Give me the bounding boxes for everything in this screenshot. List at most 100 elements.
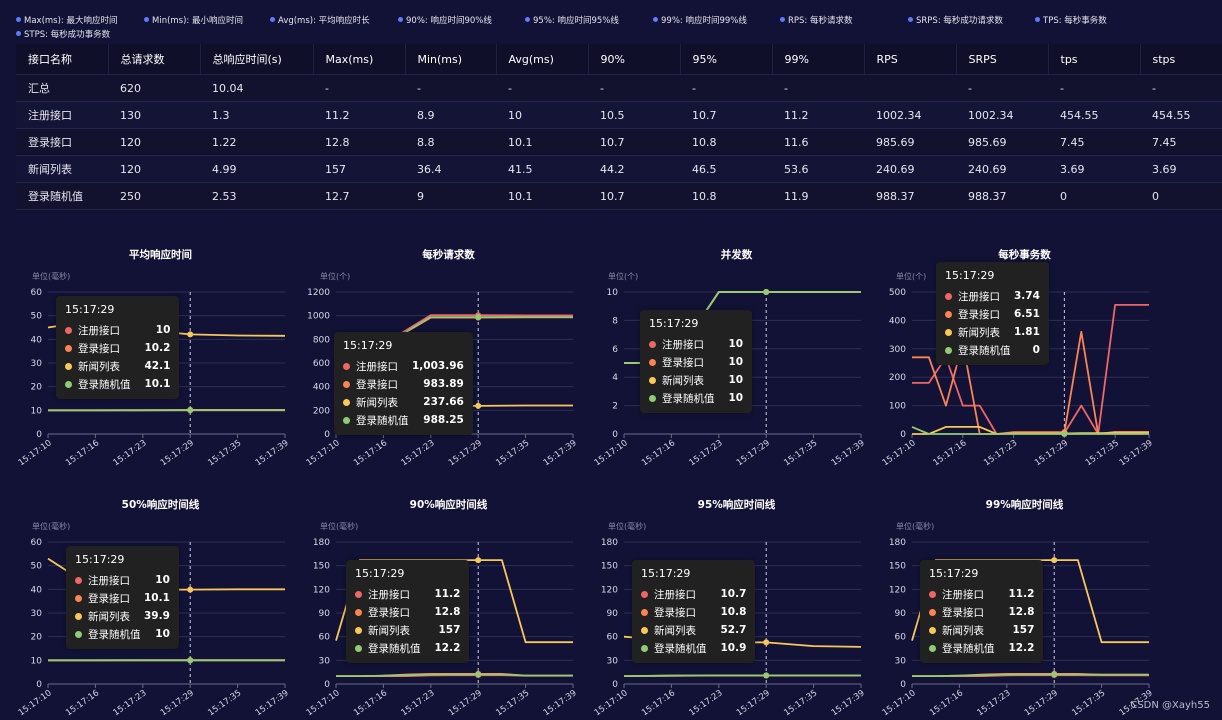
- y-tick-label: 20: [31, 383, 43, 393]
- tooltip-time: 15:17:29: [355, 567, 405, 580]
- series-dot-icon: [343, 416, 350, 424]
- chart-title: 并发数: [721, 248, 753, 261]
- chart-transactions-per-second[interactable]: 每秒事务数 单位(个) 0 100 200 300 400 500 15:17:10 15:17:…: [864, 244, 1155, 468]
- table-cell: 10.1: [496, 128, 588, 156]
- series-dot-icon: [75, 630, 82, 638]
- y-tick-label: 90: [319, 609, 331, 619]
- tooltip-row: 注册接口 10: [75, 571, 170, 589]
- x-tick-label: 15:17:10: [593, 688, 630, 718]
- chart-tooltip: 15:17:29 注册接口 10 登录接口 10.1 新闻列表 39.9 登录随机值 10: [66, 546, 179, 649]
- legend-label: 90%: 响应时间90%线: [406, 16, 492, 26]
- y-tick-label: 60: [31, 538, 43, 548]
- tooltip-series-value: 12.8: [1008, 606, 1035, 618]
- series-dot-icon: [649, 358, 656, 366]
- x-tick-label: 15:17:10: [305, 688, 342, 718]
- tooltip-row: 登录接口 6.51: [945, 305, 1040, 323]
- table-cell: 登录随机值: [16, 182, 108, 210]
- x-tick-label: 15:17:39: [830, 438, 867, 468]
- y-tick-label: 90: [607, 609, 619, 619]
- table-cell: 10: [496, 101, 588, 129]
- x-tick-label: 15:17:35: [494, 688, 531, 718]
- table-cell: 3.69: [1140, 155, 1222, 183]
- chart-p90-response-time[interactable]: 90%响应时间线 单位(毫秒) 0 30 60 90 120 150 180 15:17:10 15…: [288, 494, 579, 718]
- y-tick-label: 120: [889, 585, 906, 595]
- series-dot-icon: [75, 612, 82, 620]
- legend-dot-icon: [525, 17, 530, 22]
- y-tick-label: 180: [889, 538, 906, 548]
- table-row: 登录接口 120 1.22 12.8 8.8 10.1 10.7 10.8 11.6 985.69…: [16, 128, 1222, 156]
- table-cell: 120: [108, 155, 200, 183]
- tooltip-series-name: 登录随机值: [356, 414, 409, 427]
- table-cell: 1.22: [200, 128, 313, 156]
- tooltip-series-name: 登录随机值: [654, 642, 707, 655]
- tooltip-row: 新闻列表 1.81: [945, 323, 1040, 341]
- x-tick-label: 15:17:16: [640, 688, 677, 718]
- table-header-cell: 总响应时间(s): [200, 44, 314, 75]
- series-line-3: [336, 673, 573, 678]
- series-dot-icon: [343, 362, 350, 370]
- series-dot-icon: [65, 380, 72, 388]
- table-cell: 454.55: [1140, 101, 1222, 129]
- y-tick-label: 400: [889, 316, 906, 326]
- x-tick-label: 15:17:23: [400, 438, 437, 468]
- table-cell: 12.7: [313, 182, 405, 210]
- chart-p95-response-time[interactable]: 95%响应时间线 单位(毫秒) 0 30 60 90 120 150 180 15:17:10 15…: [576, 494, 867, 718]
- tooltip-series-name: 新闻列表: [368, 624, 410, 637]
- y-tick-label: 150: [601, 562, 618, 572]
- x-tick-label: 15:17:10: [593, 438, 630, 468]
- tooltip-series-name: 新闻列表: [942, 624, 984, 637]
- tooltip-time: 15:17:29: [65, 303, 115, 316]
- legend-dot-icon: [908, 17, 913, 22]
- table-cell: -: [956, 74, 1048, 102]
- chart-p50-response-time[interactable]: 50%响应时间线 单位(毫秒) 0 10 20 30 40 50 60 15:17:10 15:17…: [0, 494, 291, 718]
- series-dot-icon: [355, 590, 362, 598]
- y-tick-label: 200: [889, 373, 906, 383]
- table-cell: 240.69: [864, 155, 956, 183]
- y-tick-label: 60: [31, 288, 43, 298]
- legend-label: Min(ms): 最小响应时间: [152, 16, 243, 26]
- table-cell: 157: [313, 155, 405, 183]
- table-header-cell: Min(ms): [405, 44, 497, 75]
- tooltip-row: 登录随机值 988.25: [343, 411, 464, 429]
- tooltip-row: 登录接口 10.2: [65, 339, 170, 357]
- chart-p99-response-time[interactable]: 99%响应时间线 单位(毫秒) 0 30 60 90 120 150 180 15:17:10 15…: [864, 494, 1155, 718]
- y-tick-label: 0: [612, 680, 618, 690]
- table-cell: 10.7: [588, 128, 680, 156]
- y-tick-label: 40: [31, 585, 43, 595]
- table-cell: 10.04: [200, 74, 313, 102]
- tooltip-row: 登录接口 10.8: [641, 603, 746, 621]
- chart-concurrency[interactable]: 并发数 单位(个) 0 2 4 6 8 10 15:17:10 15:17:16 15:17:23 1…: [576, 244, 867, 468]
- table-cell: 10.7: [680, 101, 772, 129]
- table-cell: 454.55: [1048, 101, 1140, 129]
- y-tick-label: 150: [889, 562, 906, 572]
- legend-label: SRPS: 每秒成功请求数: [916, 16, 1003, 26]
- table-cell: 41.5: [496, 155, 588, 183]
- series-point: [475, 402, 482, 409]
- table-cell: -: [1140, 74, 1222, 102]
- y-tick-label: 2: [612, 402, 618, 412]
- table-cell: 130: [108, 101, 200, 129]
- chart-requests-per-second[interactable]: 每秒请求数 单位(个) 0 200 400 600 800 1000 1200 15:17:10 1…: [288, 244, 579, 468]
- tooltip-series-value: 10: [728, 374, 744, 386]
- table-cell: 985.69: [956, 128, 1048, 156]
- x-tick-label: 15:17:23: [112, 438, 149, 468]
- legend-item: Avg(ms): 平均响应时长: [270, 14, 370, 26]
- y-tick-label: 0: [900, 680, 906, 690]
- legend-label: 99%: 响应时间99%线: [661, 16, 747, 26]
- y-tick-label: 0: [900, 430, 906, 440]
- table-cell: 46.5: [680, 155, 772, 183]
- table-cell: 985.69: [864, 128, 956, 156]
- table-cell: -: [405, 74, 496, 102]
- tooltip-series-name: 注册接口: [942, 588, 984, 601]
- table-cell: 0: [1048, 182, 1140, 210]
- series-point: [1051, 671, 1058, 678]
- chart-avg-response-time[interactable]: 平均响应时间 单位(毫秒) 0 10 20 30 40 50 60 15:17:10 15:17:1…: [0, 244, 291, 468]
- tooltip-series-name: 注册接口: [78, 324, 120, 337]
- table-cell: 10.5: [588, 101, 680, 129]
- x-tick-label: 15:17:23: [400, 688, 437, 718]
- y-tick-label: 0: [324, 430, 330, 440]
- x-tick-label: 15:17:35: [1084, 438, 1121, 468]
- tooltip-series-name: 注册接口: [958, 290, 1000, 303]
- tooltip-series-value: 1.81: [1014, 326, 1040, 338]
